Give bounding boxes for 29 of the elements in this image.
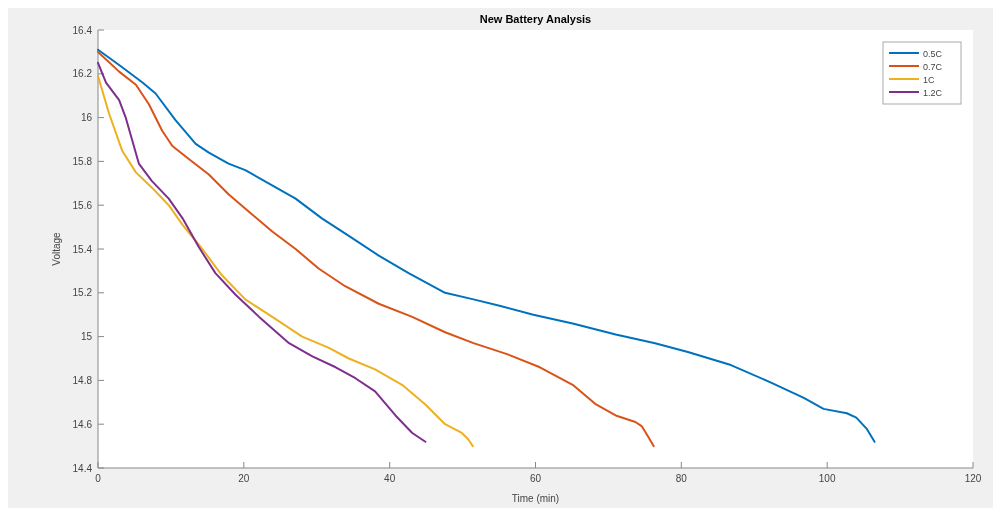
x-tick-label: 80 <box>675 473 688 484</box>
x-tick-label: 120 <box>964 473 982 484</box>
line-series <box>97 50 655 448</box>
y-tick-label: 15.8 <box>72 155 93 167</box>
y-tick-label: 16 <box>80 112 93 124</box>
chart-title: New Battery Analysis <box>479 13 592 25</box>
line-series <box>97 61 427 443</box>
y-tick-label: 14.8 <box>72 374 93 386</box>
y-tick-label: 15 <box>80 331 93 343</box>
x-tick-label: 0 <box>95 473 102 484</box>
y-tick-label: 15.4 <box>72 243 93 255</box>
line-series <box>97 48 876 443</box>
x-tick-label: 100 <box>818 473 836 484</box>
legend-label: 1C <box>923 74 936 85</box>
legend-label: 1.2C <box>923 87 943 98</box>
y-tick-label: 15.6 <box>72 199 93 211</box>
legend-label: 0.7C <box>923 61 943 72</box>
x-tick-label: 60 <box>529 473 542 484</box>
y-tick-label: 16.4 <box>72 24 93 36</box>
legend-label: 0.5C <box>923 48 943 59</box>
x-axis-title: Time (min) <box>511 493 560 504</box>
y-tick-label: 14.4 <box>72 462 93 474</box>
line-series <box>97 74 474 448</box>
x-tick-label: 20 <box>238 473 250 484</box>
y-tick-label: 16.2 <box>72 68 93 80</box>
y-tick-label: 15.2 <box>72 287 93 299</box>
y-axis-title: Voltage <box>51 231 62 266</box>
y-tick-label: 14.6 <box>72 418 93 430</box>
x-tick-label: 40 <box>384 473 396 484</box>
